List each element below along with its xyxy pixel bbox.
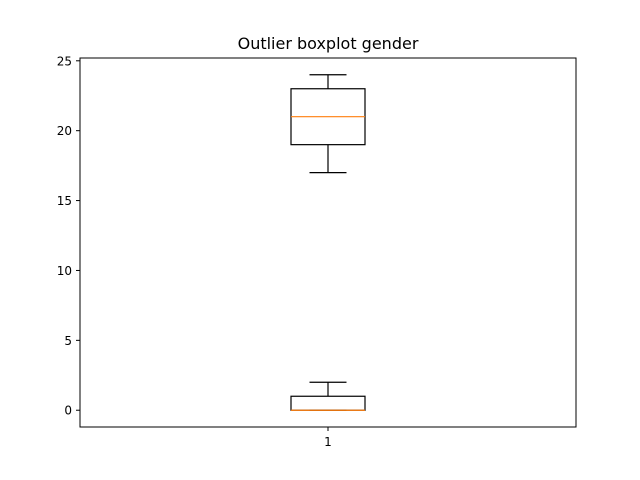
plot-area: 0 5 10 15 20 25 1 <box>57 54 366 449</box>
axes-frame <box>79 57 577 428</box>
y-tick-label: 5 <box>64 334 72 348</box>
y-tick-label: 20 <box>57 124 72 138</box>
y-tick-label: 25 <box>57 54 72 68</box>
y-tick-label: 15 <box>57 194 72 208</box>
chart-title: Outlier boxplot gender <box>238 34 419 53</box>
y-tick-label: 0 <box>64 404 72 418</box>
y-tick-label: 10 <box>57 264 72 278</box>
x-tick-label: 1 <box>324 435 332 449</box>
